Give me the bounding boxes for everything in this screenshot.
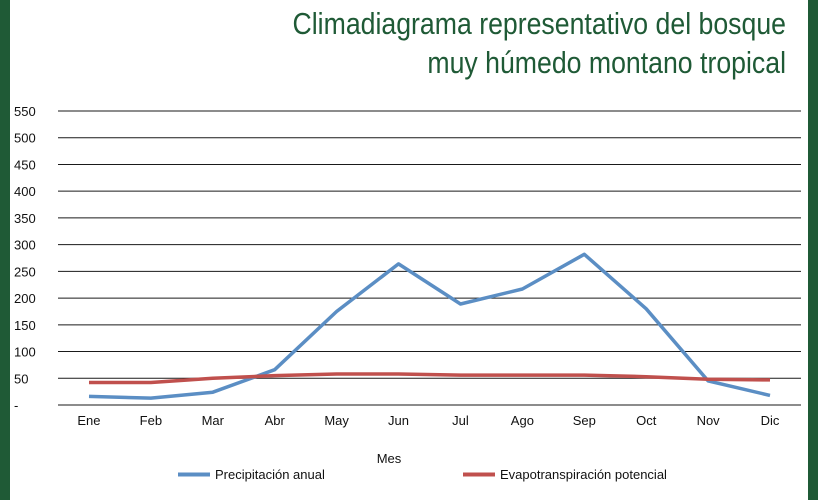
legend-label-evapotranspiracion: Evapotranspiración potencial bbox=[500, 467, 667, 482]
x-tick-label: Feb bbox=[140, 413, 162, 428]
x-tick-label: Nov bbox=[697, 413, 721, 428]
legend: Precipitación anual Evapotranspiración p… bbox=[178, 467, 667, 482]
x-axis-label: Mes bbox=[377, 451, 402, 466]
x-tick-label: Jul bbox=[452, 413, 469, 428]
chart-title-line-2: muy húmedo montano tropical bbox=[427, 45, 786, 80]
x-tick-label: Sep bbox=[573, 413, 596, 428]
chart-title: Climadiagrama representativo del bosque … bbox=[236, 4, 786, 82]
x-tick-label: Oct bbox=[636, 413, 657, 428]
x-tick-label: Ago bbox=[511, 413, 534, 428]
y-tick-label: 250 bbox=[14, 264, 36, 279]
y-tick-label: 300 bbox=[14, 238, 36, 253]
x-tick-label: Ene bbox=[77, 413, 100, 428]
y-tick-label: 100 bbox=[14, 345, 36, 360]
y-tick-label: 200 bbox=[14, 291, 36, 306]
y-tick-label: 50 bbox=[14, 371, 28, 386]
y-tick-label: 550 bbox=[14, 104, 36, 119]
series-lines bbox=[88, 252, 771, 400]
x-tick-label: May bbox=[324, 413, 349, 428]
legend-label-precipitacion: Precipitación anual bbox=[215, 467, 325, 482]
y-tick-label: 150 bbox=[14, 318, 36, 333]
x-tick-label: Jun bbox=[388, 413, 409, 428]
chart-title-line-1: Climadiagrama representativo del bosque bbox=[292, 6, 786, 41]
series-line-0 bbox=[88, 252, 771, 400]
x-tick-label: Dic bbox=[761, 413, 780, 428]
y-tick-label: 450 bbox=[14, 157, 36, 172]
grid-lines bbox=[58, 110, 801, 406]
x-axis-ticks: Ene Feb Mar Abr May Jun Jul Ago Sep Oct Nov Dic bbox=[77, 413, 780, 428]
chart-panel: Climadiagrama representativo del bosque … bbox=[10, 0, 808, 500]
y-tick-label: 400 bbox=[14, 184, 36, 199]
y-tick-label: 500 bbox=[14, 131, 36, 146]
y-axis-ticks: - 50 100 150 200 250 300 350 400 450 500 550 bbox=[14, 104, 36, 413]
series-line-1 bbox=[89, 372, 771, 385]
y-tick-label: - bbox=[14, 398, 18, 413]
y-tick-label: 350 bbox=[14, 211, 36, 226]
x-tick-label: Mar bbox=[202, 413, 225, 428]
x-tick-label: Abr bbox=[265, 413, 286, 428]
